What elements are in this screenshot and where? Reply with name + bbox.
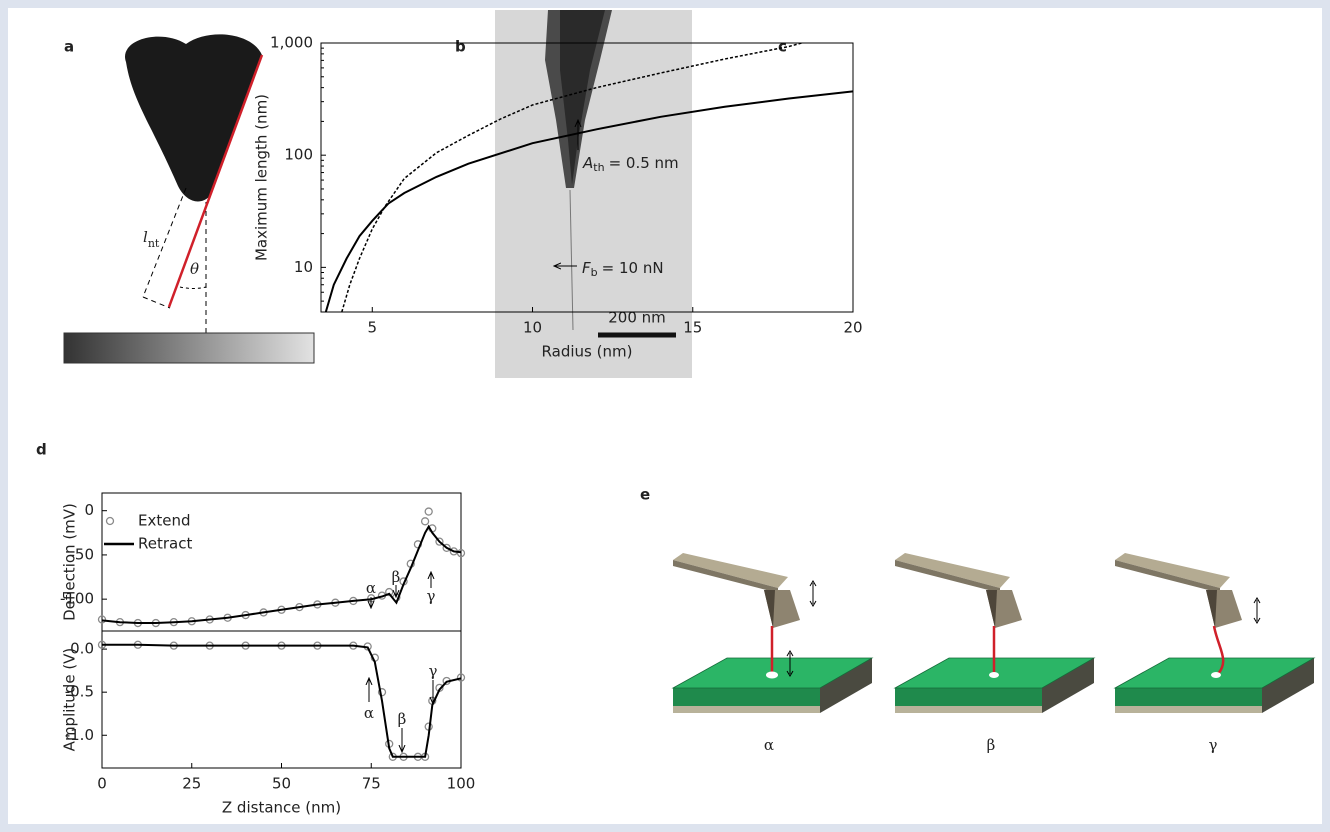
x-tick-label: 50 [272, 775, 291, 793]
annotation: β [398, 710, 407, 728]
substrate-bar [64, 333, 314, 363]
panel-label: d [36, 441, 47, 459]
annotation-main: A [582, 154, 593, 172]
panel-label: e [640, 486, 650, 504]
contact-spot [766, 672, 778, 679]
annotation: γ [427, 587, 436, 605]
y-tick-label: 100 [284, 146, 313, 164]
panel-label: b [455, 38, 466, 56]
x-tick-label: 100 [447, 775, 476, 793]
y-tick-label: 10 [294, 258, 313, 276]
x-tick-label: 20 [843, 319, 862, 337]
length-label-sub: nt [148, 237, 160, 250]
annotation: β [392, 568, 401, 586]
y-axis-label: Amplitude (V) [61, 648, 79, 752]
annotation-main: F [582, 259, 591, 277]
annotation-rest: = 0.5 nm [609, 154, 679, 172]
figure: lnt θ 200 nm α β γ a b c d e 51015201010… [0, 0, 1330, 832]
y-axis-label: Deflection (mV) [61, 503, 79, 621]
x-tick-label: 10 [523, 319, 542, 337]
scale-bar-label: 200 nm [608, 309, 666, 327]
x-tick-label: 15 [683, 319, 702, 337]
y-axis-label: Maximum length (nm) [253, 94, 271, 261]
legend-label: Extend [138, 512, 191, 530]
annotation-sub: b [591, 266, 598, 279]
x-tick-label: 25 [182, 775, 201, 793]
panel-label: a [64, 38, 74, 56]
x-tick-label: 75 [362, 775, 381, 793]
x-tick-label: 0 [97, 775, 107, 793]
y-tick-label: 1,000 [270, 34, 313, 52]
state-label: α [764, 736, 774, 754]
state-label: β [987, 736, 996, 754]
x-axis-label: Z distance (nm) [222, 799, 341, 817]
annotation-sub: th [593, 161, 604, 174]
x-tick-label: 5 [368, 319, 378, 337]
state-label: γ [1209, 736, 1218, 754]
x-axis-label: Radius (nm) [542, 343, 633, 361]
legend-label: Retract [138, 535, 192, 553]
angle-label: θ [190, 260, 199, 278]
annotation-rest: = 10 nN [602, 259, 664, 277]
annotation: γ [429, 662, 438, 680]
page: lnt θ 200 nm α β γ a b c d e 51015201010… [0, 0, 1330, 832]
annotation: α [364, 704, 374, 722]
annotation: α [366, 579, 376, 597]
contact-spot [989, 672, 999, 678]
contact-spot [1211, 672, 1221, 678]
y-tick-label: 0 [84, 501, 94, 519]
